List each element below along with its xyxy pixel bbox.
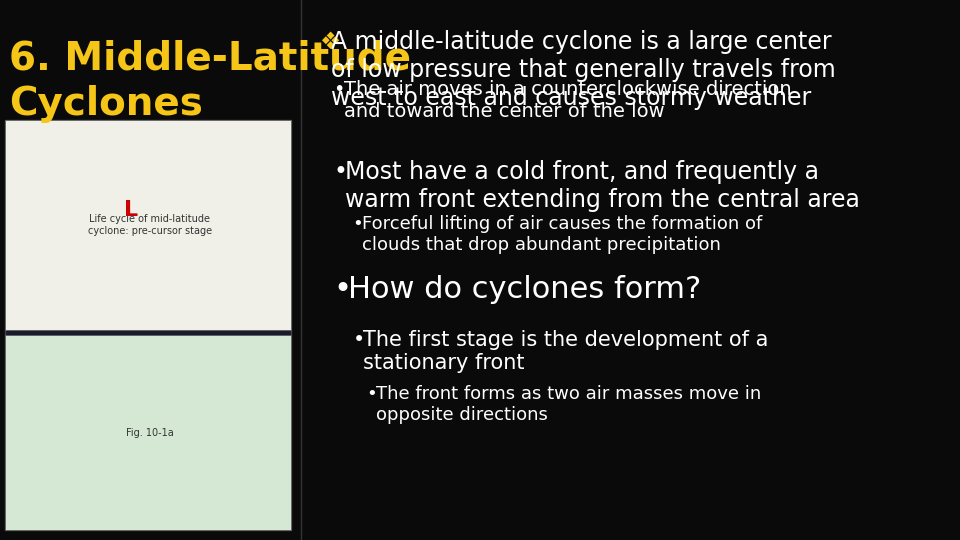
Text: •: • [352, 215, 370, 233]
Text: The first stage is the development of a
stationary front: The first stage is the development of a … [363, 330, 768, 373]
Text: The front forms as two air masses move in
opposite directions: The front forms as two air masses move i… [376, 385, 761, 424]
Text: Life cycle of mid-latitude
cyclone: pre-cursor stage: Life cycle of mid-latitude cyclone: pre-… [88, 214, 212, 236]
Text: L: L [124, 200, 138, 220]
Text: •: • [334, 275, 362, 304]
Text: •: • [367, 385, 383, 403]
FancyBboxPatch shape [5, 120, 292, 530]
Text: Fig. 10-1a: Fig. 10-1a [126, 428, 174, 438]
FancyBboxPatch shape [5, 120, 292, 330]
Text: •: • [334, 80, 351, 99]
Text: 6. Middle-Latitude: 6. Middle-Latitude [10, 40, 412, 78]
Text: How do cyclones form?: How do cyclones form? [348, 275, 702, 304]
Text: Forceful lifting of air causes the formation of
clouds that drop abundant precip: Forceful lifting of air causes the forma… [362, 215, 762, 254]
Text: Cyclones: Cyclones [10, 85, 204, 123]
Text: ❖: ❖ [320, 30, 348, 54]
Text: •: • [352, 330, 372, 350]
Text: Most have a cold front, and frequently a
warm front extending from the central a: Most have a cold front, and frequently a… [346, 160, 860, 212]
Text: The air moves in a counterclockwise direction
and toward the center of the low: The air moves in a counterclockwise dire… [344, 80, 791, 121]
FancyBboxPatch shape [5, 335, 292, 530]
Text: A middle-latitude cyclone is a large center
of low pressure that generally trave: A middle-latitude cyclone is a large cen… [331, 30, 836, 110]
Text: •: • [334, 160, 355, 184]
